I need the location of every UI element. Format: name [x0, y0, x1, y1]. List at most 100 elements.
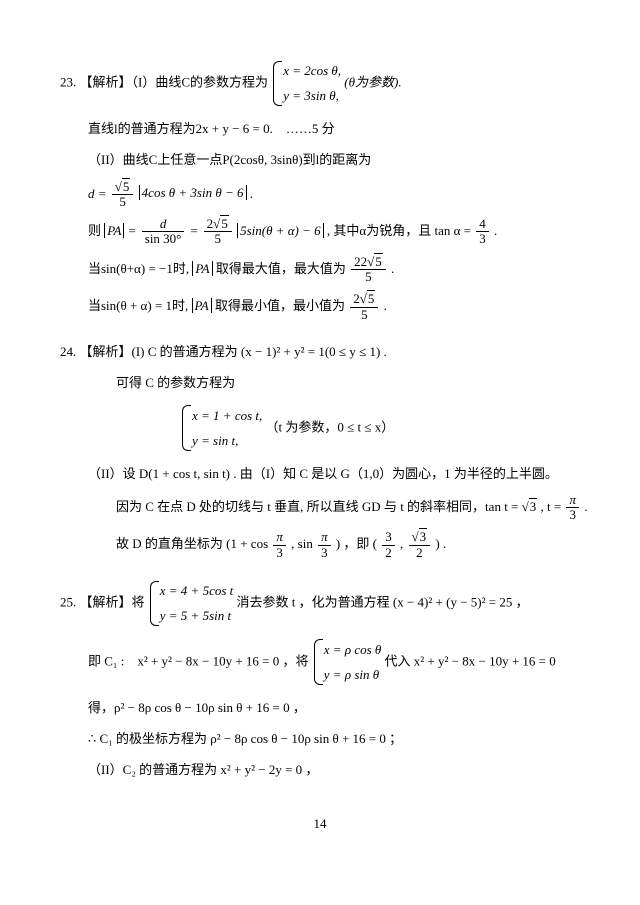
text: 因为 C 在点 D 处的切线与 t 垂直, 所以直线 GD 与 t 的斜率相同，…: [116, 499, 522, 514]
brace-row: x = 2cos θ,: [283, 58, 341, 83]
brace-param-eq: x = 1 + cos t, y = sin t,: [180, 403, 262, 454]
fraction: 2√5 5: [350, 292, 378, 322]
text: 直线l的普通方程为2x + y − 6 = 0. ……5 分: [88, 121, 335, 136]
num: π: [318, 530, 331, 545]
p24-line2: 可得 C 的参数方程为: [116, 371, 580, 394]
text: ∴ C₁ 的极坐标方程为 ρ² − 8ρ cos θ − 10ρ sin θ +…: [88, 731, 402, 746]
problem-number: 23.: [60, 74, 76, 89]
problem-23: 23. 【解析】（I）曲线C的参数方程为 x = 2cos θ, y = 3si…: [60, 58, 580, 322]
p24-line6: 故 D 的直角坐标为 (1 + cos π 3 , sin π 3 ) ，即 (…: [116, 530, 580, 560]
brace-row: y = ρ sin θ: [324, 662, 382, 687]
text: .: [250, 185, 253, 200]
brace-row: y = 3sin θ,: [283, 83, 341, 108]
brace-row: x = ρ cos θ: [324, 637, 382, 662]
var: d =: [88, 185, 110, 200]
p24-line3: x = 1 + cos t, y = sin t, （t 为参数，0 ≤ t ≤…: [180, 403, 580, 454]
den: 3: [318, 546, 331, 560]
fraction: π 3: [566, 493, 579, 523]
p24-line4: （II）设 D(1 + cos t, sin t) . 由（I）知 C 是以 G…: [88, 462, 580, 485]
text: 【解析】将: [80, 594, 148, 609]
fraction: 22√5 5: [351, 255, 386, 285]
num: d: [142, 217, 185, 232]
p23-line2: 直线l的普通方程为2x + y − 6 = 0. ……5 分: [88, 117, 580, 140]
problem-24: 24. 【解析】(I) C 的普通方程为 (x − 1)² + y² = 1(0…: [60, 340, 580, 560]
text: .: [584, 499, 587, 514]
fraction: √3 2: [409, 530, 431, 560]
text: （II）C₂ 的普通方程为 x² + y² − 2y = 0 ，: [88, 762, 318, 777]
text: 则: [88, 223, 101, 238]
abs: 4cos θ + 3sin θ − 6: [139, 185, 247, 200]
abs: PA: [192, 261, 212, 276]
p25-line5: （II）C₂ 的普通方程为 x² + y² − 2y = 0 ，: [88, 758, 580, 781]
text: , 其中α为锐角，且 tan α =: [327, 223, 474, 238]
p23-line1: 23. 【解析】（I）曲线C的参数方程为 x = 2cos θ, y = 3si…: [60, 58, 580, 109]
text: 【解析】(I) C 的普通方程为 (x − 1)² + y² = 1(0 ≤ y…: [80, 344, 387, 359]
text: (θ为参数).: [344, 74, 401, 89]
fraction: d sin 30°: [142, 217, 185, 247]
text: 故 D 的直角坐标为 (1 + cos: [116, 536, 271, 551]
p25-line3: 得，ρ² − 8ρ cos θ − 10ρ sin θ + 16 = 0 ，: [88, 696, 580, 719]
problem-number: 25.: [60, 594, 76, 609]
p25-line4: ∴ C₁ 的极坐标方程为 ρ² − 8ρ cos θ − 10ρ sin θ +…: [88, 727, 580, 750]
den: sin 30°: [142, 232, 185, 246]
text: 【解析】（I）曲线C的参数方程为: [80, 74, 269, 89]
den: 3: [566, 508, 579, 522]
p23-line7: 当sin(θ + α) = 1时, PA 取得最小值，最小值为 2√5 5 .: [88, 292, 580, 322]
fraction: 2√5 5: [204, 217, 232, 247]
p23-line3: （II）曲线C上任意一点P(2cosθ, 3sinθ)到l的距离为: [88, 148, 580, 171]
text: 取得最小值，最小值为: [215, 298, 345, 313]
abs: PA: [104, 223, 124, 238]
fraction: √5 5: [112, 180, 134, 210]
num: π: [273, 530, 286, 545]
fraction: π 3: [318, 530, 331, 560]
problem-25: 25. 【解析】将 x = 4 + 5cos t y = 5 + 5sin t …: [60, 578, 580, 782]
p25-line1: 25. 【解析】将 x = 4 + 5cos t y = 5 + 5sin t …: [60, 578, 580, 629]
brace-row: x = 1 + cos t,: [192, 403, 262, 428]
p23-line6: 当sin(θ+α) = −1时, PA 取得最大值，最大值为 22√5 5 .: [88, 255, 580, 285]
text: 消去参数 t ，化为普通方程 (x − 4)² + (y − 5)² = 25 …: [237, 594, 529, 609]
text: 可得 C 的参数方程为: [116, 375, 235, 390]
num: 4: [476, 217, 489, 232]
p24-line5: 因为 C 在点 D 处的切线与 t 垂直, 所以直线 GD 与 t 的斜率相同，…: [116, 493, 580, 523]
text: 当sin(θ + α) = 1时,: [88, 298, 188, 313]
text: 取得最大值，最大值为: [216, 261, 346, 276]
text: 代入 x² + y² − 8x − 10y + 16 = 0: [385, 653, 556, 668]
page-number: 14: [60, 812, 580, 835]
text: .: [494, 223, 497, 238]
p25-line2: 即 C₁ : x² + y² − 8x − 10y + 16 = 0 ，将 x …: [88, 637, 580, 688]
eq: =: [190, 223, 202, 238]
num: 3: [382, 530, 395, 545]
text: , sin: [291, 536, 316, 551]
text: 当sin(θ+α) = −1时,: [88, 261, 189, 276]
brace-row: y = sin t,: [192, 428, 262, 453]
fraction: 4 3: [476, 217, 489, 247]
text: .: [391, 261, 394, 276]
text: ) .: [435, 536, 446, 551]
den: 2: [382, 546, 395, 560]
text: , t =: [541, 499, 565, 514]
abs: 5sin(θ + α) − 6: [237, 223, 324, 238]
den: 3: [273, 546, 286, 560]
p23-line5: 则 PA = d sin 30° = 2√5 5 5sin(θ + α) − 6…: [88, 217, 580, 247]
brace-param-eq: x = 2cos θ, y = 3sin θ,: [271, 58, 341, 109]
text: 即 C₁ : x² + y² − 8x − 10y + 16 = 0 ，将: [88, 653, 312, 668]
text: ,: [400, 536, 407, 551]
text: 得，ρ² − 8ρ cos θ − 10ρ sin θ + 16 = 0 ，: [88, 700, 306, 715]
text: （II）曲线C上任意一点P(2cosθ, 3sinθ)到l的距离为: [88, 152, 371, 167]
sqrt: 3: [529, 498, 538, 514]
problem-number: 24.: [60, 344, 76, 359]
den: 2: [409, 546, 431, 560]
text: （t 为参数，0 ≤ t ≤ x）: [266, 419, 395, 434]
brace-row: x = 4 + 5cos t: [160, 578, 234, 603]
text: .: [384, 298, 387, 313]
eq: =: [128, 223, 140, 238]
text: ) ，即 (: [336, 536, 377, 551]
den: 3: [476, 232, 489, 246]
abs: PA: [192, 298, 212, 313]
fraction: 3 2: [382, 530, 395, 560]
p24-line1: 24. 【解析】(I) C 的普通方程为 (x − 1)² + y² = 1(0…: [60, 340, 580, 363]
fraction: π 3: [273, 530, 286, 560]
text: （II）设 D(1 + cos t, sin t) . 由（I）知 C 是以 G…: [88, 466, 558, 481]
brace-row: y = 5 + 5sin t: [160, 603, 234, 628]
brace-param-eq: x = 4 + 5cos t y = 5 + 5sin t: [148, 578, 234, 629]
